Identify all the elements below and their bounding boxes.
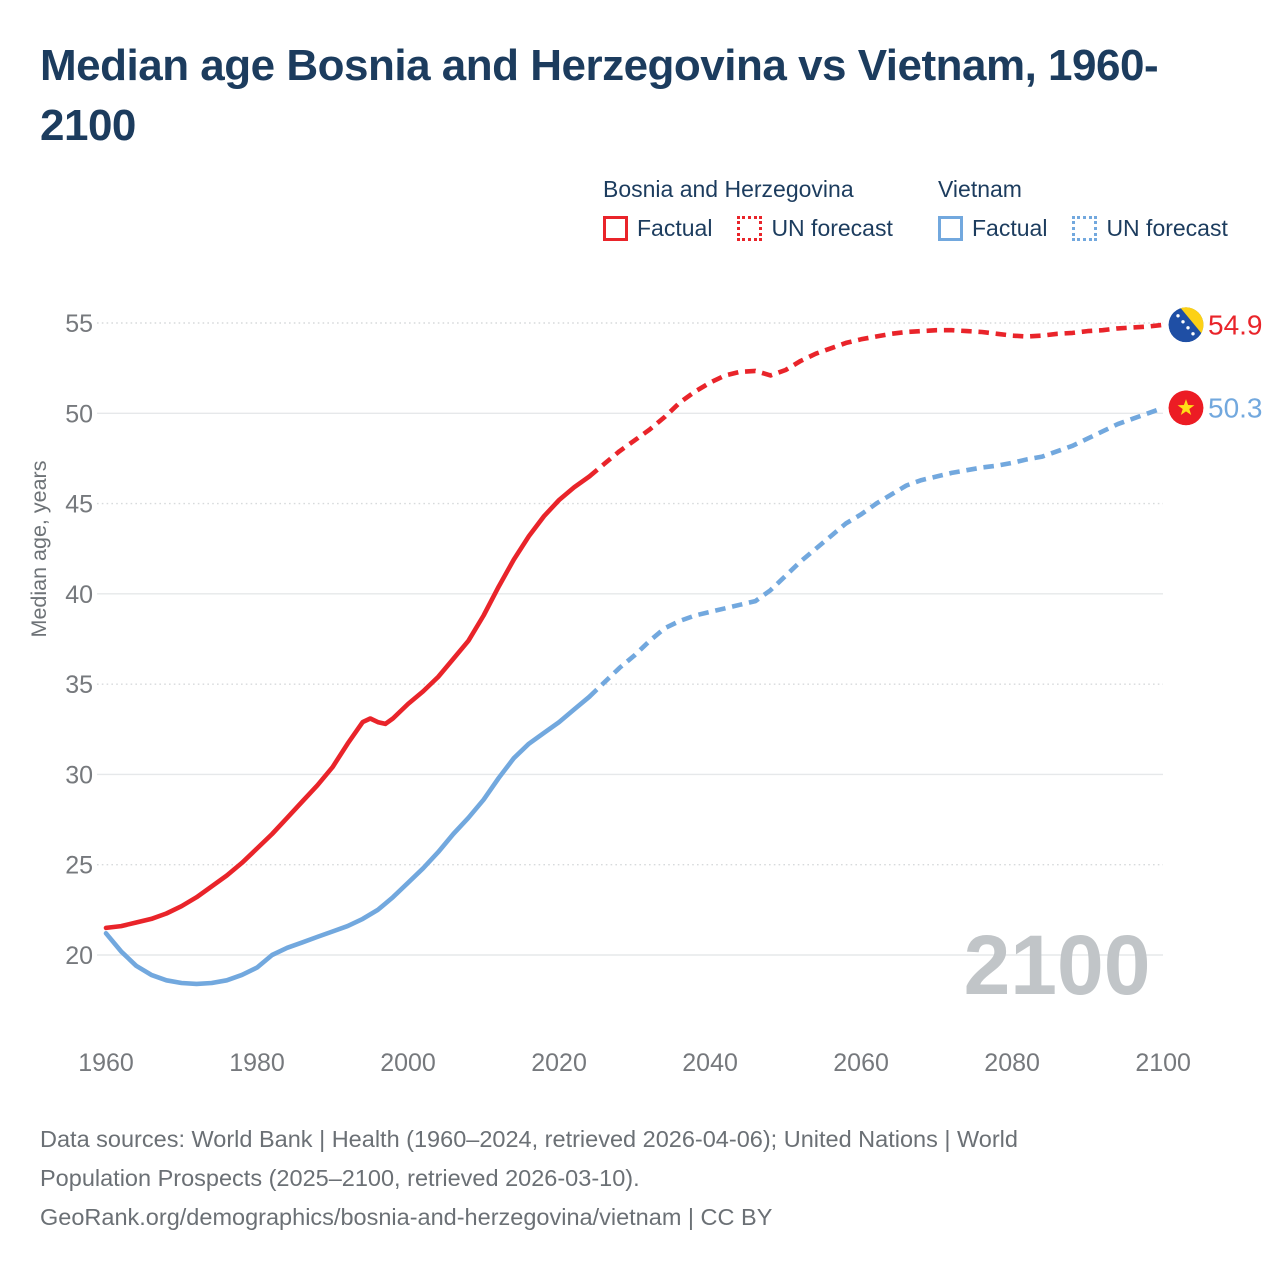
- series-vietnam-factual: [103, 694, 592, 987]
- legend-row-bosnia: Factual UN forecast: [603, 215, 918, 242]
- x-tick-label-2020: 2020: [531, 1049, 587, 1077]
- page-title-line2: 2100: [40, 101, 136, 150]
- y-tick-label-40: 40: [65, 581, 93, 609]
- legend-label-bosnia-un-forecast: UN forecast: [771, 215, 893, 241]
- footer: Data sources: World Bank | Health (1960–…: [40, 1120, 1240, 1237]
- end-value-label-vietnam: 50.3: [1208, 392, 1263, 423]
- legend-swatch-bosnia-factual: [603, 216, 628, 241]
- x-tick-label-2000: 2000: [380, 1049, 436, 1077]
- y-tick-label-35: 35: [65, 671, 93, 699]
- x-tick-label-2080: 2080: [984, 1049, 1040, 1077]
- footer-data-sources-line2: Population Prospects (2025–2100, retriev…: [40, 1165, 640, 1191]
- y-tick-label-50: 50: [65, 400, 93, 428]
- footer-data-sources-line1: Data sources: World Bank | Health (1960–…: [40, 1126, 1018, 1152]
- legend-group-vietnam: Vietnam Factual UN forecast: [938, 176, 1253, 242]
- legend-row-vietnam: Factual UN forecast: [938, 215, 1253, 242]
- y-tick-label-55: 55: [65, 310, 93, 338]
- page-title-line1: Median age Bosnia and Herzegovina vs Vie…: [40, 41, 1159, 90]
- page-title: Median age Bosnia and Herzegovina vs Vie…: [40, 36, 1240, 156]
- watermark-end-year: 2100: [964, 918, 1151, 1012]
- y-tick-label-25: 25: [65, 852, 93, 880]
- legend: Bosnia and Herzegovina Factual UN foreca…: [0, 176, 1280, 256]
- x-tick-label-2060: 2060: [833, 1049, 889, 1077]
- series-bosnia-un-forecast: [587, 322, 1164, 479]
- series-vietnam-un-forecast: [587, 405, 1164, 699]
- y-axis-title: Median age, years: [27, 461, 51, 638]
- x-tick-label-2040: 2040: [682, 1049, 738, 1077]
- legend-group-title-vietnam: Vietnam: [938, 176, 1022, 202]
- legend-swatch-vietnam-factual: [938, 216, 963, 241]
- legend-group-title-bosnia: Bosnia and Herzegovina: [603, 176, 854, 202]
- x-tick-label-1980: 1980: [229, 1049, 285, 1077]
- x-tick-label-2100: 2100: [1135, 1049, 1191, 1077]
- legend-label-vietnam-factual: Factual: [972, 215, 1048, 241]
- flag-bosnia-and-herzegovina-icon: [1168, 307, 1204, 343]
- flag-vietnam-icon: [1168, 390, 1204, 426]
- legend-group-bosnia-and-herzegovina: Bosnia and Herzegovina Factual UN foreca…: [603, 176, 918, 242]
- legend-label-bosnia-factual: Factual: [637, 215, 713, 241]
- end-value-label-bosnia-and-herzegovina: 54.9: [1208, 309, 1263, 340]
- y-tick-label-20: 20: [65, 942, 93, 970]
- x-tick-label-1960: 1960: [78, 1049, 134, 1077]
- legend-swatch-vietnam-un-forecast: [1072, 216, 1098, 241]
- y-tick-label-30: 30: [65, 761, 93, 789]
- series-bosnia-factual: [103, 474, 592, 931]
- y-tick-label-45: 45: [65, 491, 93, 519]
- legend-label-vietnam-un-forecast: UN forecast: [1106, 215, 1228, 241]
- footer-attribution: GeoRank.org/demographics/bosnia-and-herz…: [40, 1204, 773, 1230]
- legend-swatch-bosnia-un-forecast: [737, 216, 763, 241]
